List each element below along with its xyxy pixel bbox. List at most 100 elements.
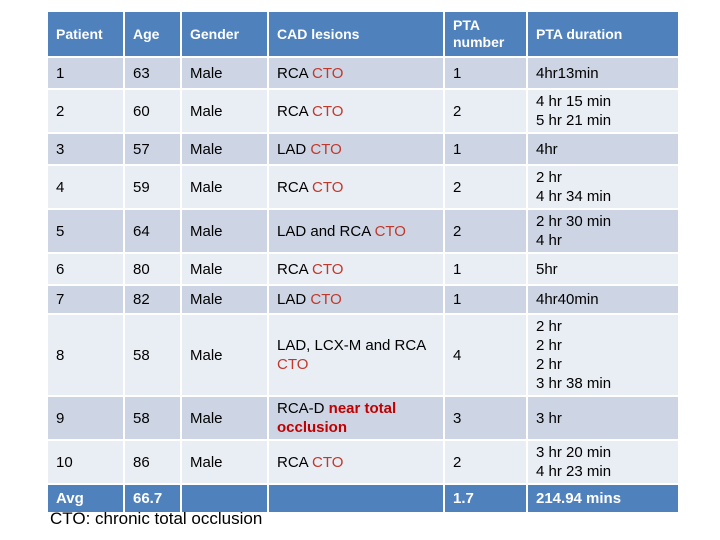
duration-line: 2 hr	[536, 169, 562, 186]
avg-age: 66.7	[123, 483, 182, 514]
column-header-gender-cell: Gender	[180, 10, 269, 58]
cad-lesions-cell: LAD and RCA CTO	[267, 208, 445, 254]
cad-highlight-text: CTO	[312, 453, 344, 471]
cad-highlight-text: CTO	[277, 356, 309, 373]
patient-cell: 9	[46, 395, 125, 441]
patient-cell: 8	[46, 313, 125, 397]
pta-duration-cell: 2 hr 2 hr 2 hr 3 hr 38 min	[526, 313, 680, 397]
pta-duration-cell: 2 hr 30 min 4 hr	[526, 208, 680, 254]
pta-duration-cell: 4hr13min	[526, 56, 680, 90]
column-header-pta-number-cell: PTA number	[443, 10, 528, 58]
cad-lesions-cell: LAD CTO	[267, 132, 445, 166]
cad-highlight-text: CTO	[310, 291, 342, 308]
cad-text: RCA	[277, 64, 313, 82]
gender-cell: Male	[180, 395, 269, 441]
age-cell: 86	[123, 439, 182, 485]
table-row: 8 58 Male LAD, LCX-M and RCA CTO 4 2 hr 2 hr 2 …	[46, 313, 680, 397]
cto-footnote: CTO: chronic total occlusion	[50, 509, 263, 528]
patient-cell: 5	[46, 208, 125, 254]
cad-lesions-cell: RCA-D near total occlusion	[267, 395, 445, 441]
column-header-age-cell: Age	[123, 10, 182, 58]
gender-cell: Male	[180, 132, 269, 166]
cad-lesions-cell: RCA CTO	[267, 164, 445, 210]
table-header: Patient Age Gender CAD lesions PTA number PTA…	[46, 10, 680, 58]
patient-cell: 3	[46, 132, 125, 166]
cad-lesions-cell: LAD CTO	[267, 284, 445, 315]
cad-text: RCA	[277, 260, 313, 278]
age-cell: 82	[123, 284, 182, 315]
patient-table: Patient Age Gender CAD lesions PTA number PTA…	[46, 10, 680, 514]
cad-text: LAD, LCX-M and RCA	[277, 337, 426, 354]
pta-duration-cell: 3 hr 20 min 4 hr 23 min	[526, 439, 680, 485]
cad-lesions-cell: LAD, LCX-M and RCA CTO	[267, 313, 445, 397]
table-row: 5 64 Male LAD and RCA CTO 2 2 hr 30 min 4 hr	[46, 208, 680, 254]
table-row: 2 60 Male RCA CTO 2 4 hr 15 min 5 hr 21 min	[46, 88, 680, 134]
pta-duration-cell: 3 hr	[526, 395, 680, 441]
cad-text: LAD	[277, 140, 311, 158]
gender-cell: Male	[180, 56, 269, 90]
pta-duration-cell: 4hr40min	[526, 284, 680, 315]
table-row: 4 59 Male RCA CTO 2 2 hr 4 hr 34 min	[46, 164, 680, 210]
duration-line: 4 hr 23 min	[536, 463, 612, 480]
table-row: 10 86 Male RCA CTO 2 3 hr 20 min 4 hr 23 min	[46, 439, 680, 485]
table-row: 7 82 Male LAD CTO 1 4hr40min	[46, 284, 680, 315]
cad-text: LAD	[277, 291, 311, 308]
gender-cell: Male	[180, 208, 269, 254]
cad-text: RCA-D	[277, 400, 329, 417]
gender-cell: Male	[180, 284, 269, 315]
duration-line: 5 hr 21 min	[536, 112, 612, 129]
cad-text: RCA	[277, 102, 313, 120]
table-row: 6 80 Male RCA CTO 1 5hr	[46, 252, 680, 286]
cad-highlight-text: CTO	[374, 222, 406, 240]
duration-line: 5hr	[536, 260, 558, 278]
pta-duration-cell: 5hr	[526, 252, 680, 286]
gender-cell: Male	[180, 88, 269, 134]
age-cell: 63	[123, 56, 182, 90]
duration-line: 4hr40min	[536, 291, 599, 308]
gender-cell: Male	[180, 252, 269, 286]
duration-line: 2 hr	[536, 337, 562, 354]
gender-cell: Male	[180, 164, 269, 210]
cad-highlight-text: CTO	[312, 178, 344, 196]
avg-gender	[180, 483, 269, 514]
cad-highlight-text: near total occlusion	[277, 400, 397, 436]
table-row: 9 58 Male RCA-D near total occlusion 3 3 hr	[46, 395, 680, 441]
duration-line: 3 hr 38 min	[536, 375, 612, 392]
duration-line: 4hr	[536, 140, 558, 158]
age-cell: 58	[123, 395, 182, 441]
pta-duration-cell: 2 hr 4 hr 34 min	[526, 164, 680, 210]
gender-cell: Male	[180, 313, 269, 397]
duration-line: 3 hr	[536, 409, 562, 427]
pta-number-cell: 2	[443, 208, 528, 254]
table-row: 3 57 Male LAD CTO 1 4hr	[46, 132, 680, 166]
cad-highlight-text: CTO	[310, 140, 342, 158]
age-cell: 64	[123, 208, 182, 254]
cad-lesions-cell: RCA CTO	[267, 439, 445, 485]
age-cell: 58	[123, 313, 182, 397]
table-row: 1 63 Male RCA CTO 1 4hr13min	[46, 56, 680, 90]
column-header-pta-duration-cell: PTA duration	[526, 10, 680, 58]
duration-line: 2 hr 30 min	[536, 213, 612, 230]
column-header-cad-lesions-cell: CAD lesions	[267, 10, 445, 58]
avg-cad	[267, 483, 445, 514]
age-cell: 80	[123, 252, 182, 286]
age-cell: 59	[123, 164, 182, 210]
pta-number-cell: 4	[443, 313, 528, 397]
patient-cell: 10	[46, 439, 125, 485]
cad-lesions-cell: RCA CTO	[267, 252, 445, 286]
cad-lesions-cell: RCA CTO	[267, 56, 445, 90]
duration-line: 4 hr	[536, 232, 562, 249]
cad-highlight-text: CTO	[312, 260, 344, 278]
patient-cell: 4	[46, 164, 125, 210]
cad-text: RCA	[277, 453, 313, 471]
column-header-patient-cell: Patient	[46, 10, 125, 58]
patient-cell: 7	[46, 284, 125, 315]
avg-pta-duration: 214.94 mins	[526, 483, 680, 514]
age-cell: 57	[123, 132, 182, 166]
duration-line: 2 hr	[536, 318, 562, 335]
pta-number-cell: 1	[443, 56, 528, 90]
avg-label: Avg	[46, 483, 125, 514]
pta-duration-cell: 4hr	[526, 132, 680, 166]
pta-number-cell: 3	[443, 395, 528, 441]
duration-line: 3 hr 20 min	[536, 444, 612, 461]
